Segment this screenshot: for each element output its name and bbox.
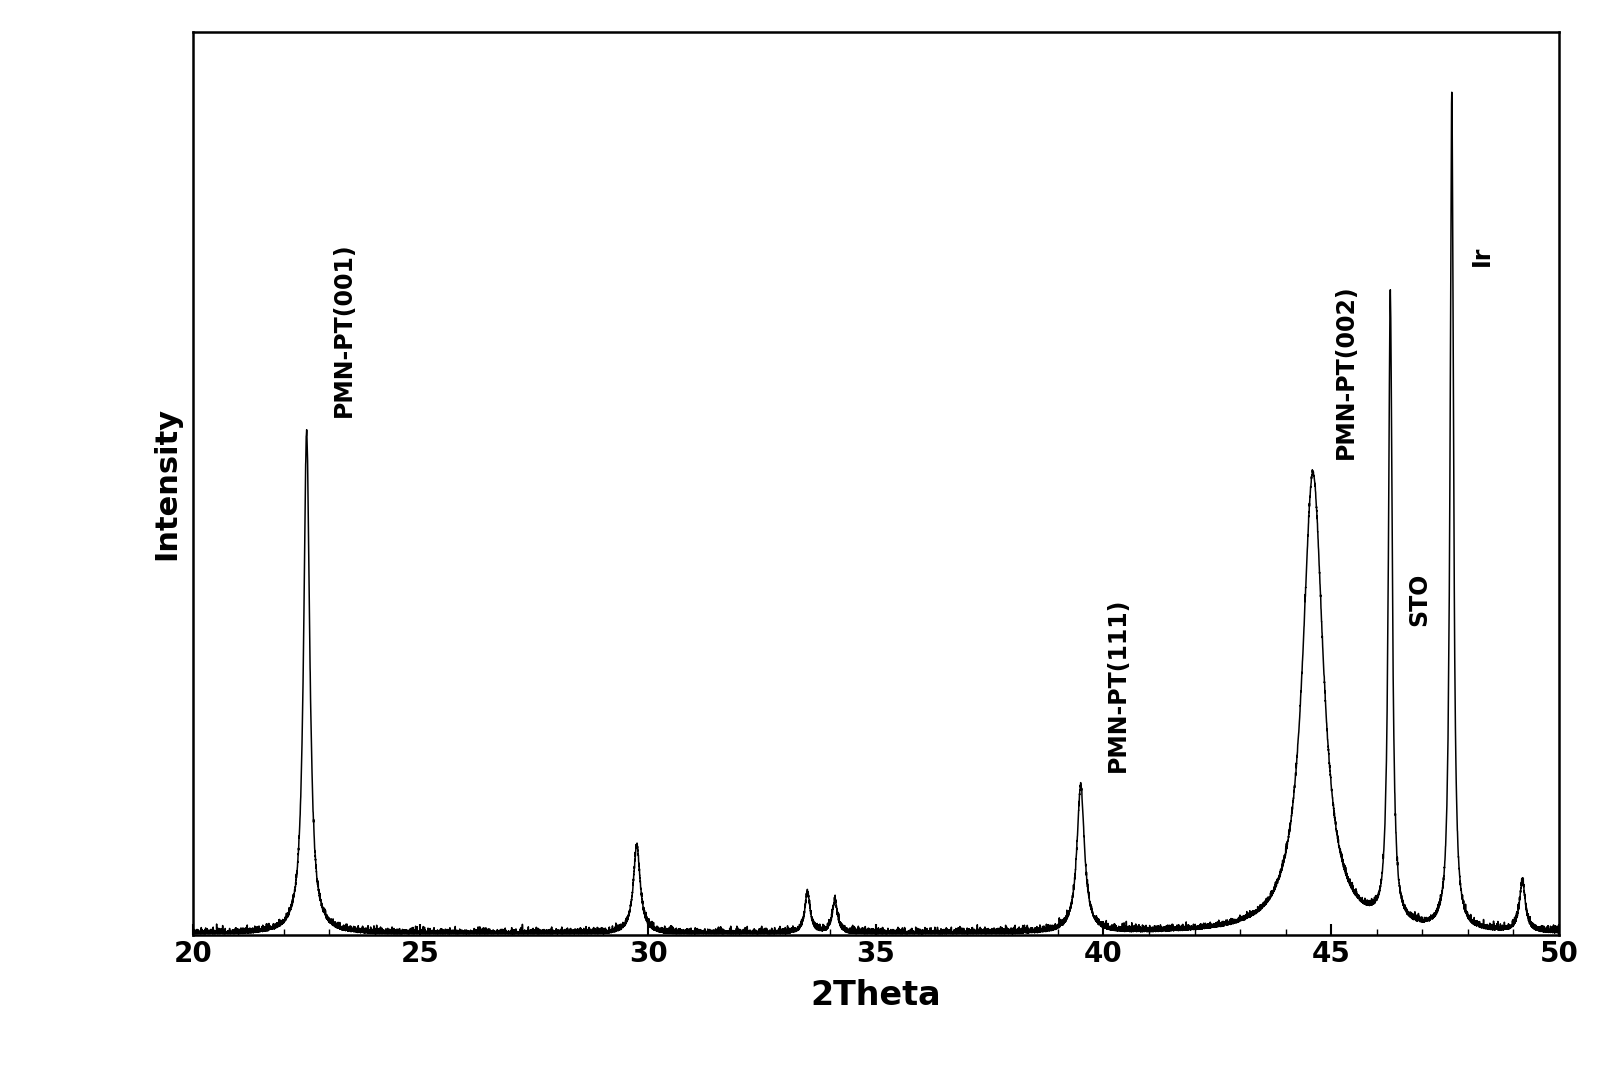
Y-axis label: Intensity: Intensity	[153, 407, 182, 560]
Text: Ir: Ir	[1470, 246, 1495, 267]
X-axis label: 2Theta: 2Theta	[810, 979, 942, 1013]
Text: STO: STO	[1408, 573, 1432, 626]
Text: PMN-PT(002): PMN-PT(002)	[1334, 284, 1358, 459]
Text: PMN-PT(111): PMN-PT(111)	[1106, 598, 1130, 772]
Text: PMN-PT(001): PMN-PT(001)	[331, 242, 355, 417]
